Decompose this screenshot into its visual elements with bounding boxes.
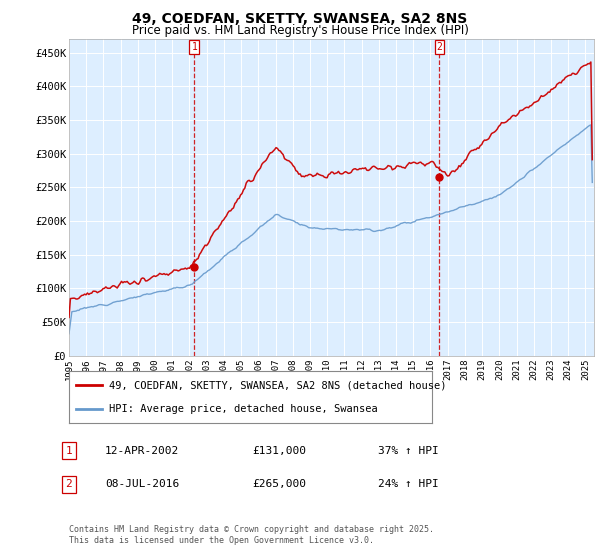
Text: 49, COEDFAN, SKETTY, SWANSEA, SA2 8NS (detached house): 49, COEDFAN, SKETTY, SWANSEA, SA2 8NS (d…	[109, 380, 446, 390]
Text: 12-APR-2002: 12-APR-2002	[105, 446, 179, 456]
Text: Contains HM Land Registry data © Crown copyright and database right 2025.
This d: Contains HM Land Registry data © Crown c…	[69, 525, 434, 545]
Text: £265,000: £265,000	[252, 479, 306, 489]
Text: 24% ↑ HPI: 24% ↑ HPI	[378, 479, 439, 489]
Text: 1: 1	[191, 42, 197, 52]
Text: HPI: Average price, detached house, Swansea: HPI: Average price, detached house, Swan…	[109, 404, 377, 414]
Text: 2: 2	[65, 479, 73, 489]
Text: 1: 1	[65, 446, 73, 456]
Text: £131,000: £131,000	[252, 446, 306, 456]
Text: Price paid vs. HM Land Registry's House Price Index (HPI): Price paid vs. HM Land Registry's House …	[131, 24, 469, 36]
Text: 49, COEDFAN, SKETTY, SWANSEA, SA2 8NS: 49, COEDFAN, SKETTY, SWANSEA, SA2 8NS	[133, 12, 467, 26]
Text: 08-JUL-2016: 08-JUL-2016	[105, 479, 179, 489]
Text: 37% ↑ HPI: 37% ↑ HPI	[378, 446, 439, 456]
Text: 2: 2	[436, 42, 442, 52]
